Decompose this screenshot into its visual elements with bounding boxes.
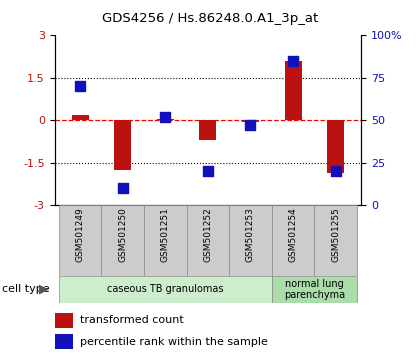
FancyBboxPatch shape [59, 205, 102, 276]
FancyBboxPatch shape [102, 205, 144, 276]
FancyBboxPatch shape [229, 205, 272, 276]
Point [205, 169, 211, 174]
Text: GSM501250: GSM501250 [118, 207, 127, 262]
FancyBboxPatch shape [272, 205, 314, 276]
FancyBboxPatch shape [186, 205, 229, 276]
Point [162, 114, 169, 120]
FancyBboxPatch shape [59, 276, 272, 303]
Point [247, 122, 254, 128]
Text: GDS4256 / Hs.86248.0.A1_3p_at: GDS4256 / Hs.86248.0.A1_3p_at [102, 12, 318, 25]
Text: GSM501254: GSM501254 [289, 207, 297, 262]
Text: ▶: ▶ [39, 283, 49, 296]
Point [119, 185, 126, 191]
Text: cell type: cell type [2, 284, 50, 295]
Text: GSM501255: GSM501255 [331, 207, 340, 262]
FancyBboxPatch shape [314, 205, 357, 276]
Text: GSM501251: GSM501251 [161, 207, 170, 262]
Text: transformed count: transformed count [80, 315, 184, 325]
Bar [327, 120, 344, 173]
Bar [72, 115, 89, 120]
Point [332, 169, 339, 174]
Bar [157, 119, 174, 120]
Text: percentile rank within the sample: percentile rank within the sample [80, 337, 268, 347]
FancyBboxPatch shape [144, 205, 186, 276]
Bar [285, 61, 302, 120]
Point [290, 58, 297, 64]
Bar [55, 313, 73, 327]
Text: GSM501252: GSM501252 [203, 207, 213, 262]
Bar [200, 120, 216, 140]
Text: GSM501253: GSM501253 [246, 207, 255, 262]
FancyBboxPatch shape [272, 276, 357, 303]
Point [77, 84, 84, 89]
Text: GSM501249: GSM501249 [76, 207, 85, 262]
Text: normal lung
parenchyma: normal lung parenchyma [284, 279, 345, 300]
Bar [114, 120, 131, 170]
Bar [242, 120, 259, 122]
Text: caseous TB granulomas: caseous TB granulomas [107, 284, 223, 295]
Bar [55, 334, 73, 349]
